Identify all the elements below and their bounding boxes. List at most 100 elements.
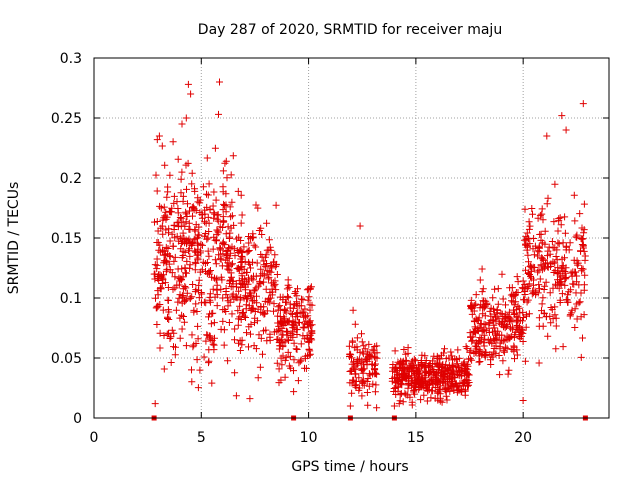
data-point	[294, 285, 301, 293]
data-point	[501, 343, 509, 351]
data-point	[238, 249, 246, 257]
data-point	[156, 285, 164, 293]
data-point	[215, 110, 222, 118]
data-point	[160, 203, 168, 211]
data-point	[468, 337, 476, 345]
data-point	[224, 297, 232, 305]
data-point	[236, 302, 244, 310]
data-point	[511, 301, 519, 309]
data-point	[255, 227, 263, 234]
data-point	[306, 306, 314, 314]
data-point	[579, 100, 587, 108]
data-point	[257, 334, 265, 342]
data-point	[266, 330, 274, 338]
data-point	[233, 294, 241, 302]
data-point	[218, 276, 226, 284]
data-point	[198, 266, 206, 274]
data-point	[573, 257, 581, 265]
data-point	[279, 352, 287, 360]
data-point	[562, 275, 570, 283]
data-point	[521, 281, 529, 288]
data-point	[284, 348, 292, 356]
data-point	[489, 294, 497, 302]
data-point	[292, 313, 300, 321]
data-point	[166, 171, 174, 179]
data-point	[270, 300, 278, 308]
data-point	[150, 270, 158, 278]
data-point	[371, 388, 379, 396]
data-point	[174, 223, 182, 231]
data-point	[496, 343, 504, 351]
data-point	[276, 342, 284, 350]
data-point	[305, 346, 313, 354]
data-point	[268, 285, 276, 293]
data-point	[276, 302, 284, 310]
data-point	[251, 308, 259, 315]
data-point	[164, 297, 172, 304]
data-point	[266, 294, 274, 302]
data-point	[371, 366, 378, 374]
data-point	[226, 276, 234, 284]
data-point	[221, 241, 229, 249]
data-point	[567, 286, 575, 294]
data-point	[222, 285, 230, 292]
data-point	[176, 275, 184, 283]
data-point	[490, 321, 498, 329]
data-point	[272, 201, 280, 209]
data-point	[168, 204, 176, 212]
data-point	[161, 212, 169, 220]
data-point	[201, 210, 209, 218]
data-point	[308, 327, 316, 335]
data-point	[534, 214, 542, 222]
data-point	[188, 366, 195, 374]
data-point	[504, 370, 512, 378]
data-point	[262, 285, 270, 293]
data-point	[170, 221, 178, 229]
data-point	[270, 307, 277, 315]
data-point	[228, 198, 236, 206]
data-point	[436, 390, 444, 398]
data-point	[237, 237, 245, 244]
data-point	[462, 343, 470, 351]
data-point	[536, 285, 543, 293]
data-point	[209, 202, 217, 210]
data-point	[176, 334, 184, 342]
data-point	[223, 253, 231, 261]
data-point	[172, 306, 180, 314]
data-point	[174, 298, 182, 306]
y-tick-label: 0.3	[60, 51, 82, 67]
data-point	[470, 317, 478, 325]
data-point	[195, 276, 203, 284]
data-point	[555, 217, 563, 225]
data-point	[425, 386, 433, 394]
data-point	[285, 337, 293, 344]
data-point	[535, 314, 543, 322]
data-point	[238, 272, 246, 280]
data-point	[360, 360, 367, 368]
data-point	[191, 288, 199, 296]
data-point	[226, 233, 234, 241]
data-point	[237, 259, 245, 266]
data-point	[348, 360, 356, 368]
data-point	[573, 315, 581, 323]
data-point	[492, 342, 500, 350]
data-point	[464, 382, 471, 390]
data-point	[186, 264, 194, 272]
data-point	[250, 342, 258, 350]
data-point	[554, 227, 562, 235]
data-point	[481, 352, 489, 359]
data-point	[165, 308, 173, 316]
data-point	[428, 376, 436, 384]
data-point	[256, 280, 264, 288]
data-point	[504, 313, 512, 320]
data-point	[260, 327, 267, 335]
data-point	[197, 289, 205, 296]
data-point	[481, 335, 489, 343]
data-point	[498, 318, 506, 326]
x-tick-label: 5	[197, 430, 206, 446]
data-point	[476, 324, 484, 332]
data-point	[165, 225, 173, 233]
data-point	[302, 318, 310, 326]
data-point	[174, 155, 182, 163]
